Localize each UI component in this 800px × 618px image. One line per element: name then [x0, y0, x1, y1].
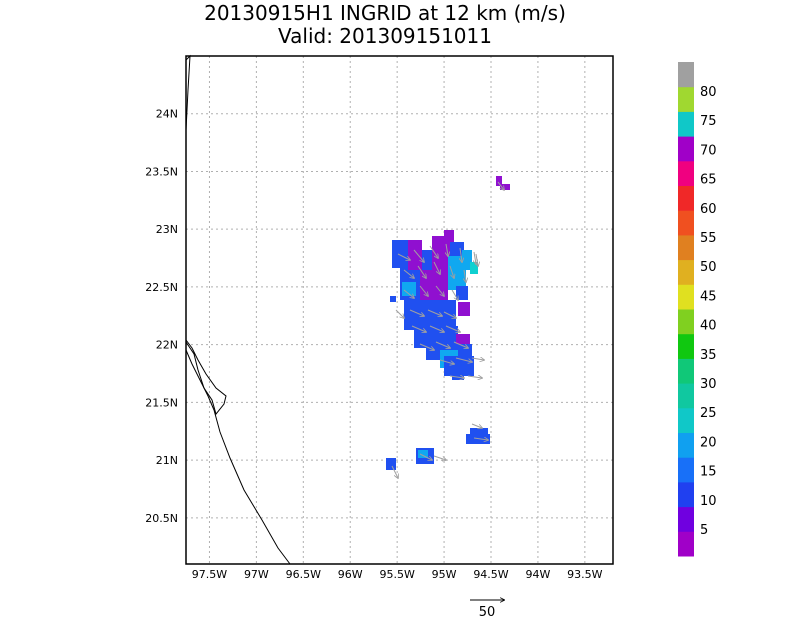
legend-label: 70: [700, 143, 717, 158]
legend-label: 20: [700, 435, 717, 450]
legend-swatch: [678, 136, 694, 162]
legend-swatch: [678, 62, 694, 88]
legend-swatch: [678, 210, 694, 236]
legend-swatch: [678, 234, 694, 261]
legend-label: 80: [700, 85, 717, 100]
legend-swatch: [678, 86, 694, 112]
legend-swatch: [678, 358, 694, 384]
lat-tick-label: 21N: [156, 454, 178, 467]
map-frame: [185, 55, 614, 565]
title-line-1: 20130915H1 INGRID at 12 km (m/s): [204, 1, 566, 25]
longitude-tick-labels: 97.5W 97W 96.5W 96W 95.5W 95W 94.5W 94W 93.5W: [192, 568, 603, 581]
title-line-2: Valid: 201309151011: [278, 24, 492, 48]
chart-title: 20130915H1 INGRID at 12 km (m/s) Valid: …: [0, 2, 800, 48]
legend-swatch: [678, 481, 694, 508]
legend-label: 50: [700, 260, 717, 275]
lat-tick-label: 24N: [156, 108, 178, 121]
wind-vectors: [391, 181, 504, 478]
lat-tick-label: 23.5N: [145, 165, 178, 178]
legend-label: 60: [700, 202, 717, 217]
legend-swatch: [678, 111, 694, 137]
legend-label: 35: [700, 348, 717, 363]
legend-swatch: [678, 457, 694, 483]
legend-label: 75: [700, 114, 717, 129]
legend-swatch: [678, 160, 694, 186]
lat-tick-label: 23N: [156, 223, 178, 236]
legend-label: 45: [700, 289, 717, 304]
legend-swatch: [678, 284, 694, 310]
lon-tick-label: 95.5W: [379, 568, 414, 581]
lat-tick-label: 22.5N: [145, 281, 178, 294]
legend-label: 25: [700, 406, 717, 421]
legend-label: 15: [700, 465, 717, 480]
lon-tick-label: 97.5W: [192, 568, 227, 581]
legend-swatch: [678, 531, 694, 557]
legend-swatch: [678, 383, 694, 409]
legend-label: 40: [700, 319, 717, 334]
lon-tick-label: 95W: [432, 568, 457, 581]
legend-swatch: [678, 506, 694, 532]
legend-label: 5: [700, 523, 708, 538]
reference-vector-label: 50: [479, 605, 496, 618]
legend-swatch: [678, 407, 694, 433]
legend-swatch: [678, 432, 694, 458]
legend-swatch: [678, 309, 694, 335]
legend-label: 55: [700, 231, 717, 246]
coastline: [185, 54, 291, 565]
legend-label: 65: [700, 173, 717, 188]
lon-tick-label: 96.5W: [286, 568, 321, 581]
lat-tick-label: 22N: [156, 339, 178, 352]
lat-tick-label: 20.5N: [145, 512, 178, 525]
lon-tick-label: 94W: [525, 568, 550, 581]
legend-swatch: [678, 259, 694, 285]
lon-tick-label: 96W: [338, 568, 363, 581]
lon-tick-label: 94.5W: [473, 568, 508, 581]
map-gridlines: [186, 56, 613, 564]
color-legend: 5 10 15 20 25 30 35 40 45 50 55 60 65 70 75 80: [678, 62, 717, 557]
lon-tick-label: 97W: [244, 568, 269, 581]
reference-vector: 50: [470, 600, 504, 618]
legend-label: 30: [700, 377, 717, 392]
lon-tick-label: 93.5W: [567, 568, 602, 581]
legend-swatch: [678, 333, 694, 359]
legend-swatch: [678, 185, 694, 211]
latitude-tick-labels: 20.5N 21N 21.5N 22N 22.5N 23N 23.5N 24N: [145, 108, 178, 525]
lat-tick-label: 21.5N: [145, 396, 178, 409]
legend-label: 10: [700, 494, 717, 509]
